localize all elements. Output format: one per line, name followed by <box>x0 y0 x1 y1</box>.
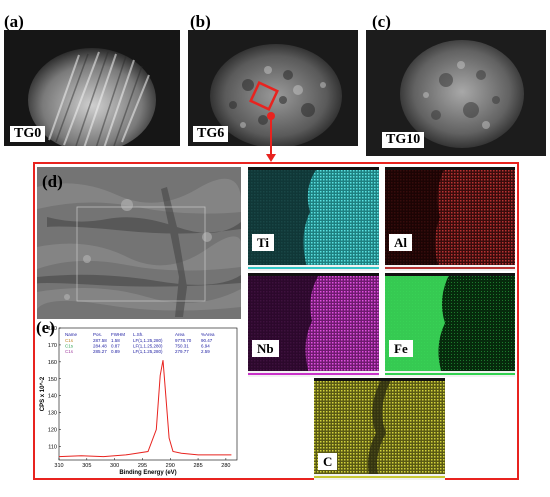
y-tick-label: 160 <box>48 360 57 366</box>
element-label-nb: Nb <box>252 340 279 357</box>
legend-cell: 0.89 <box>111 349 120 354</box>
sample-tag-tg10: TG10 <box>382 132 425 148</box>
legend-header: %Area <box>201 332 215 337</box>
sample-tag-tg6: TG6 <box>193 126 229 142</box>
legend-cell: 90.47 <box>201 338 213 343</box>
panel-a-label: (a) <box>4 12 24 31</box>
x-tick-label: 300 <box>110 463 119 469</box>
x-axis-label: Binding Energy (eV) <box>119 470 176 476</box>
eds-map-al: Al <box>385 167 515 271</box>
eds-map-nb: Nb <box>248 273 379 377</box>
eds-map-fe: Fe <box>385 273 515 377</box>
legend-cell: 284.48 <box>93 344 107 349</box>
element-label-al: Al <box>389 234 412 251</box>
panel-c-label: (c) <box>372 12 391 31</box>
panel-d-label: (d) <box>42 172 63 191</box>
y-tick-label: 170 <box>48 343 57 349</box>
xps-spectrum-chart: 110 120 130 140 150 160 170 180 310 305 300 295 290 2… <box>37 322 241 478</box>
connector-line <box>266 116 276 162</box>
eds-map-c: C <box>314 378 445 480</box>
detail-frame <box>33 162 519 480</box>
legend-header: Name <box>65 332 78 337</box>
legend-header: FWHM <box>111 332 125 337</box>
legend-cell: C1s <box>65 338 74 343</box>
legend-cell: C1s <box>65 344 74 349</box>
element-label-c: C <box>318 453 338 470</box>
panel-b-label: (b) <box>190 12 211 31</box>
sample-tag-tg0: TG0 <box>10 126 46 142</box>
x-tick-label: 290 <box>166 463 175 469</box>
spectrum-line <box>58 360 232 458</box>
panel-e-label: (e) <box>36 318 55 337</box>
y-tick-label: 150 <box>48 377 57 383</box>
x-tick-label: 280 <box>221 463 230 469</box>
x-tick-label: 295 <box>138 463 147 469</box>
legend-cell: 0.87 <box>111 344 120 349</box>
legend-cell: C1s <box>65 349 74 354</box>
sem-closeup-image <box>37 167 241 319</box>
plot-area <box>58 327 238 461</box>
y-tick-label: 180 <box>48 326 57 332</box>
element-label-fe: Fe <box>389 340 413 357</box>
wear-scar-image-tg6: TG6 <box>188 30 358 146</box>
y-tick-label: 120 <box>48 428 57 434</box>
legend-header: Pos. <box>93 332 102 337</box>
wear-scar-image-tg0: TG0 <box>4 30 180 146</box>
x-tick-label: 285 <box>193 463 202 469</box>
eds-map-ti: Ti <box>248 167 379 271</box>
legend-header: Area <box>175 332 185 337</box>
legend-cell: LF(1,1.25,280) <box>133 344 163 349</box>
wear-scar-image-tg10: TG10 <box>366 30 546 156</box>
y-tick-label: 140 <box>48 394 57 400</box>
legend-cell: 1.58 <box>111 338 120 343</box>
legend-cell: 750.31 <box>175 344 189 349</box>
x-tick-label: 310 <box>54 463 63 469</box>
element-label-ti: Ti <box>252 234 275 251</box>
y-tick-label: 130 <box>48 411 57 417</box>
x-tick-label: 305 <box>82 463 91 469</box>
legend-cell: LF(1,1.25,280) <box>133 338 163 343</box>
legend-cell: 6.94 <box>201 344 210 349</box>
legend-cell: 2.59 <box>201 349 210 354</box>
legend-cell: 279.77 <box>175 349 189 354</box>
y-tick-label: 110 <box>48 444 57 450</box>
legend-cell: 9778.70 <box>175 338 192 343</box>
y-axis-label: CPS x 10^-2 <box>40 376 46 411</box>
legend-cell: 285.27 <box>93 349 107 354</box>
legend-header: L.Sh. <box>133 332 144 337</box>
legend-cell: 287.58 <box>93 338 107 343</box>
legend-cell: LF(1,1.25,280) <box>133 349 163 354</box>
